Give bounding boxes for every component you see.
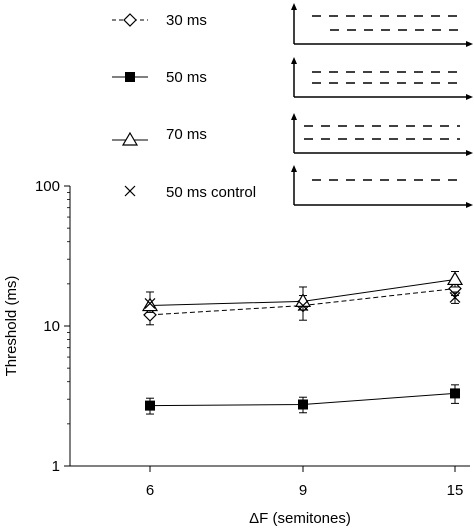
point-70-ms-0 (141, 297, 159, 312)
x-tick-label-1: 9 (299, 482, 307, 499)
series-50-ms-control (144, 291, 461, 311)
x-tick-label-0: 6 (146, 482, 154, 499)
legend-marker-50ms-control (124, 185, 136, 197)
y-axis-title: Threshold (ms) (3, 276, 20, 377)
legend-item-70ms: 70 ms (112, 126, 207, 146)
legend-marker-70ms (121, 131, 139, 146)
y-axis: 1 10 100 (35, 178, 71, 475)
legend-label-70ms: 70 ms (166, 126, 207, 143)
x-ticks: 6 9 15 (146, 466, 464, 499)
legend-item-50ms: 50 ms (112, 69, 207, 86)
legend-marker-50ms (125, 72, 135, 82)
point-50-ms-0 (145, 400, 155, 411)
series-50-ms (145, 384, 460, 415)
legend-label-50ms-control: 50 ms control (166, 184, 256, 201)
y-ticks: 1 10 100 (35, 178, 70, 475)
schematic-50ms-control (291, 165, 473, 208)
legend-label-50ms: 50 ms (166, 69, 207, 86)
point-70-ms-2 (446, 271, 464, 286)
x-axis: 6 9 15 (70, 465, 470, 499)
y-tick-label-1: 10 (43, 318, 60, 335)
stimulus-schematics (291, 3, 473, 208)
legend-item-50ms-control: 50 ms control (124, 184, 256, 201)
point-50-ms-control-0 (144, 297, 156, 309)
legend-label-30ms: 30 ms (166, 12, 207, 29)
point-50-ms-control-2 (449, 291, 461, 303)
legend-marker-30ms (123, 13, 137, 27)
schematic-70ms (291, 113, 473, 156)
y-tick-label-0: 1 (52, 458, 60, 475)
legend: 30 ms 50 ms 70 ms 50 ms control (112, 12, 256, 201)
plot-area (141, 271, 464, 415)
y-tick-label-2: 100 (35, 178, 60, 195)
legend-item-30ms: 30 ms (112, 12, 207, 29)
point-50-ms-control-1 (297, 300, 309, 311)
x-tick-label-2: 15 (447, 482, 464, 499)
x-axis-title: ΔF (semitones) (249, 510, 351, 527)
schematic-50ms (291, 57, 473, 100)
point-50-ms-1 (298, 399, 308, 410)
schematic-30ms (291, 3, 473, 47)
point-50-ms-2 (450, 388, 460, 399)
